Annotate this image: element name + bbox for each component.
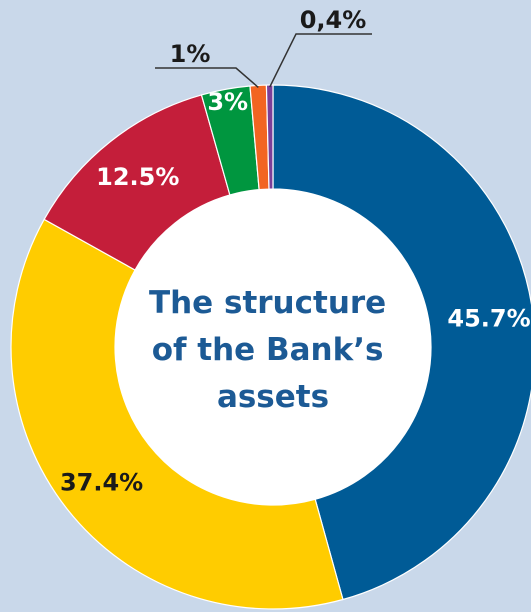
slice-label-4: 3% bbox=[207, 88, 248, 116]
slice-label-6: 0,4% bbox=[300, 6, 367, 34]
slice-label-1: 45.7% bbox=[447, 305, 530, 333]
slice-label-2: 37.4% bbox=[60, 469, 143, 497]
slice-label-3: 12.5% bbox=[96, 163, 179, 191]
leader-line-5 bbox=[155, 67, 259, 88]
chart-title: The structure of the Bank’s assets bbox=[149, 285, 397, 415]
slice-labels-group: 45.7% 37.4% 12.5% 3% 1% 0,4% bbox=[60, 6, 531, 497]
chart-title-line-2: of the Bank’s bbox=[152, 332, 384, 368]
chart-title-line-3: assets bbox=[217, 379, 329, 415]
chart-title-line-1: The structure bbox=[149, 285, 386, 321]
slice-label-5: 1% bbox=[170, 40, 211, 68]
leader-line-6 bbox=[269, 33, 372, 88]
donut-hole bbox=[115, 189, 431, 505]
leader-lines-group bbox=[155, 33, 372, 88]
